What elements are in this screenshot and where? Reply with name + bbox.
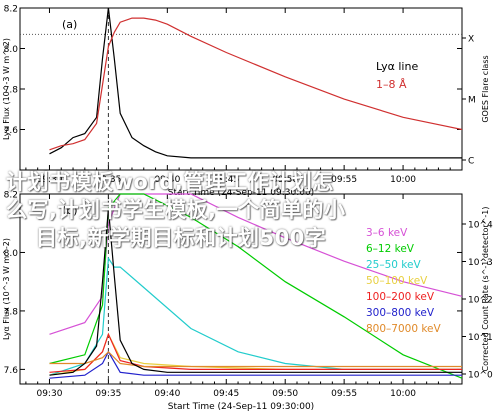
right-axis-tick-label: 10^2 [468, 296, 493, 306]
x-tick-label: 09:35 [95, 389, 121, 399]
x-tick-label: 09:40 [154, 389, 180, 399]
legend-entry: Lyα line [376, 60, 418, 73]
y-tick-label: 8.2 [4, 5, 18, 15]
x-axis-label: Start Time (24-Sep-11 09:30:00) [168, 188, 314, 198]
x-tick-label: 10:00 [390, 175, 416, 185]
series-line-1-5 [49, 350, 462, 379]
right-axis-tick-label: C [468, 157, 474, 167]
right-axis-tick-label: 10^3 [468, 258, 493, 268]
plot-frame [19, 193, 463, 385]
right-axis-label: GOES Flare class [481, 55, 490, 122]
y-tick-label: 7.8 [4, 307, 19, 317]
legend-entry: 100–200 keV [366, 291, 435, 303]
x-tick-label: 09:50 [272, 175, 298, 185]
x-tick-label: 09:45 [213, 175, 239, 185]
y-tick-label: 8.0 [4, 249, 19, 259]
y-tick-label: 7.8 [4, 86, 19, 96]
y-axis-label: Lyα Flux (10^-3 W m^-2) [2, 38, 11, 140]
legend-entry: 6–12 keV [366, 243, 415, 255]
y-tick-label: 7.6 [4, 126, 19, 136]
legend-entry: 1–8 Å [376, 78, 407, 91]
x-tick-label: 09:45 [213, 389, 239, 399]
series-line-1-6 [49, 350, 462, 368]
right-axis-tick-label: 10^0 [468, 371, 493, 381]
x-tick-label: 09:55 [331, 175, 357, 185]
x-tick-label: 09:30 [36, 175, 62, 185]
y-tick-label: 8.2 [4, 191, 18, 201]
x-tick-label: 09:55 [331, 389, 357, 399]
panel-label: (a) [62, 18, 77, 31]
series-line-1-7 [49, 208, 462, 376]
y-tick-label: 8.0 [4, 45, 19, 55]
legend-entry: 25–50 keV [366, 259, 421, 271]
x-tick-label: 09:30 [36, 389, 62, 399]
right-axis-tick-label: 10^1 [468, 333, 493, 343]
x-axis-label: Start Time (24-Sep-11 09:30:00) [168, 402, 314, 412]
y-tick-label: 7.6 [4, 366, 19, 376]
x-tick-label: 09:40 [154, 175, 180, 185]
right-axis-tick-label: X [468, 35, 474, 45]
series-line-0-0 [49, 7, 462, 159]
legend-entry: 50–100 keV [366, 275, 428, 287]
y-axis-label: Lyα Flux (10^-3 W m^-2) [2, 238, 11, 340]
series-line-0-1 [49, 17, 463, 151]
right-axis-tick-label: M [468, 96, 476, 106]
x-tick-label: 09:50 [272, 389, 298, 399]
x-tick-label: 10:00 [390, 389, 416, 399]
legend-entry: 300–800 keV [366, 307, 435, 319]
right-axis-tick-label: 10^4 [468, 221, 493, 231]
series-line-1-0 [49, 193, 463, 335]
right-axis-label: Corrected Count Rate (s^-1 detector^-1) [481, 206, 490, 371]
x-tick-label: 09:35 [95, 175, 121, 185]
legend-entry: 3–6 keV [366, 227, 408, 239]
legend-entry: 800–7000 keV [366, 323, 442, 335]
panel-label: (b) [62, 204, 78, 217]
